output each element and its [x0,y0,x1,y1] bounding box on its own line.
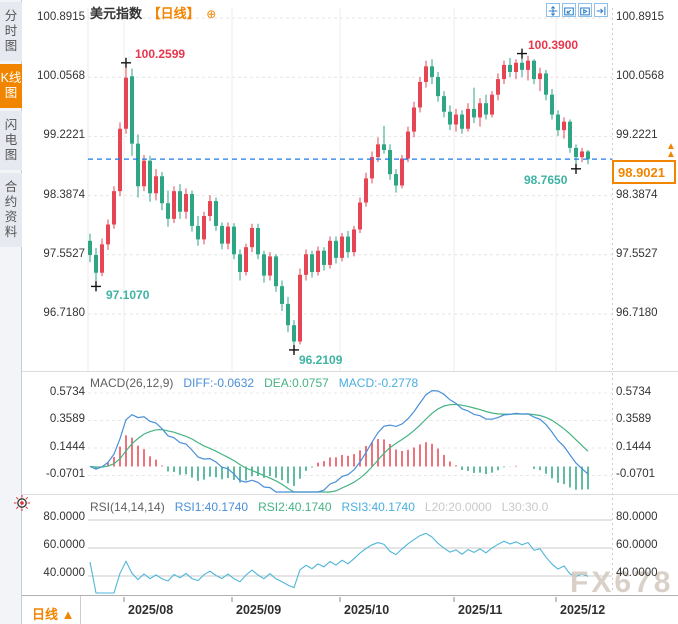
macd-axis-label-left: 0.1444 [49,440,85,453]
rsi-axis-label-right: 80.0000 [616,511,658,523]
macd-header: MACD(26,12,9) DIFF:-0.0632 DEA:0.0757 MACD:… [90,376,428,390]
rsi-header-value: RSI2:40.1740 [258,500,332,514]
rsi-axis-label-right: 40.0000 [616,567,658,579]
macd-axis-label-right: 0.1444 [616,440,652,453]
chart-title: 美元指数 【日线】 ⊕ [90,3,216,22]
zoom-window-icon[interactable] [562,3,576,17]
x-axis-month-label: 2025/10 [344,603,390,617]
rsi-axis-label-left: 40.0000 [43,567,85,579]
price-annotation: 97.1070 [106,288,150,303]
current-price-tag: 98.9021 [612,160,676,184]
circle-plus-icon[interactable]: ⊕ [206,7,217,21]
x-axis-month-label: 2025/08 [128,603,174,617]
macd-axis-label-left: -0.0701 [45,468,85,481]
macd-axis-label-right: 0.5734 [616,385,652,398]
y-axis-label-right: 100.8915 [616,11,664,23]
rsi-header-value: RSI(14,14,14) [90,500,165,514]
macd-header-value: MACD:-0.2778 [338,376,419,390]
chart-toolbar [544,3,608,17]
macd-axis-label-left: 0.5734 [49,385,85,398]
symbol-name: 美元指数 [90,6,143,21]
price-annotation: 98.7650 [524,172,568,187]
macd-header-value: DIFF:-0.0632 [183,376,255,390]
y-axis-label-right: 100.0568 [616,70,664,83]
crosshair-icon[interactable] [546,3,560,17]
rsi-header-value: L20:20.0000 [424,500,492,514]
zoom-play-icon[interactable] [578,3,592,17]
rsi-header: RSI(14,14,14) RSI1:40.1740 RSI2:40.1740 RSI… [90,500,558,514]
price-annotation: 100.2599 [135,46,186,61]
y-axis-label-left: 100.8915 [37,11,85,23]
macd-axis-label-right: 0.3589 [616,413,652,426]
rsi-axis-label-right: 60.0000 [616,539,658,551]
y-axis-label-right: 96.7180 [616,307,658,319]
current-price-value: 98.9021 [618,165,665,180]
period-badge: 【日线】 [147,6,200,21]
sidebar-tab-item[interactable]: 分时图 [0,2,22,61]
price-annotation: 100.3900 [528,37,579,52]
rsi-header-value: L30:30.0 [501,500,549,514]
rsi-axis-label-left: 60.0000 [43,539,85,551]
period-tab[interactable]: 日线 ▲ [32,607,75,622]
sidebar-tab-active[interactable]: K线图 [0,64,22,108]
macd-header-value: MACD(26,12,9) [90,376,174,390]
macd-header-value: DEA:0.0757 [264,376,329,390]
y-axis-label-right: 97.5527 [616,247,658,260]
y-axis-label-right: 98.3874 [616,188,658,201]
macd-axis-label-right: -0.0701 [616,468,656,481]
pan-right-icon[interactable] [594,3,608,17]
rsi-header-value: RSI1:40.1740 [174,500,249,514]
sidebar-tab-item[interactable]: 合约资料 [0,173,22,247]
y-axis-label-left: 96.7180 [43,307,85,319]
y-axis-label-left: 97.5527 [43,247,85,260]
macd-axis-label-left: 0.3589 [49,413,85,426]
y-axis-label-right: 99.2221 [616,129,658,142]
sidebar-tab-item[interactable]: 闪电图 [0,111,22,170]
x-axis-month-label: 2025/12 [560,603,606,617]
watermark: FX678 [570,566,674,599]
sidebar: 分时图 K线图闪电图合约资料 [0,0,22,624]
rsi-axis-label-left: 80.0000 [43,511,85,523]
x-axis-month-label: 2025/11 [458,603,503,617]
y-axis-label-left: 98.3874 [43,188,85,201]
x-axis-month-label: 2025/09 [236,603,282,617]
indicator-settings-icon[interactable] [13,494,31,512]
rsi-header-value: RSI3:40.1740 [341,500,415,514]
price-up-arrow: ▲ ▲ [666,141,676,160]
price-annotation: 96.2109 [299,352,343,367]
y-axis-label-left: 100.0568 [37,70,85,83]
y-axis-label-left: 99.2221 [43,129,85,142]
